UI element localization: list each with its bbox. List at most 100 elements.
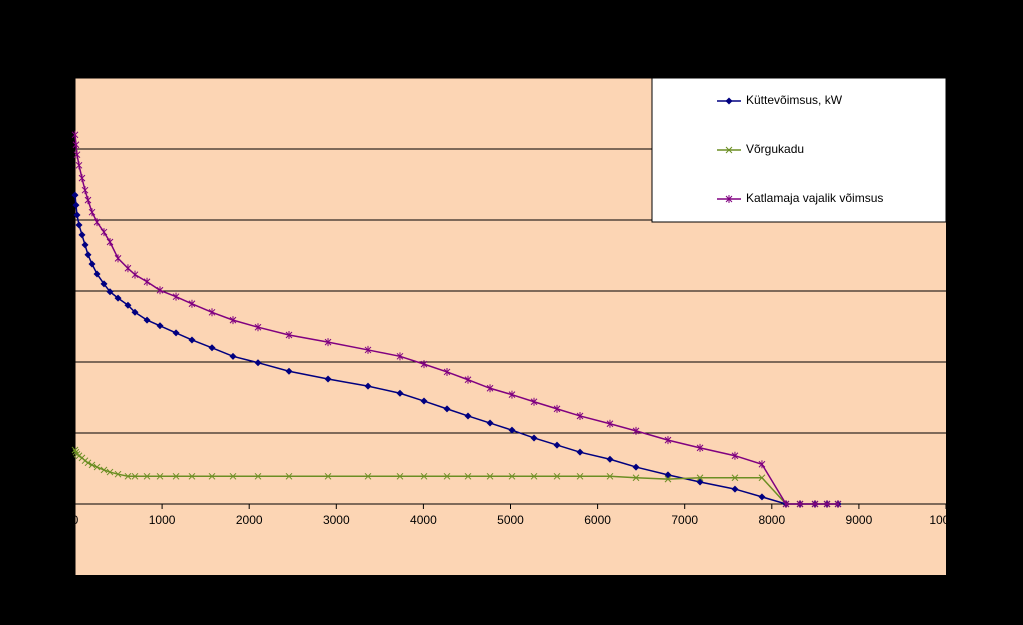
marker xyxy=(114,470,122,478)
marker xyxy=(823,500,831,508)
marker xyxy=(93,463,101,471)
marker xyxy=(131,308,139,316)
marker xyxy=(254,359,262,367)
x-tick-label: 1000 xyxy=(149,513,176,527)
marker xyxy=(124,301,132,309)
marker xyxy=(75,452,83,460)
marker xyxy=(208,308,216,317)
x-tick-label: 10000 xyxy=(929,513,963,527)
marker xyxy=(188,336,196,344)
marker xyxy=(508,426,516,434)
marker xyxy=(81,457,89,465)
marker xyxy=(75,161,83,170)
marker xyxy=(443,472,451,480)
legend-label: Võrgukadu xyxy=(746,142,804,156)
marker xyxy=(124,472,132,480)
marker xyxy=(229,472,237,480)
marker xyxy=(486,384,494,393)
marker xyxy=(71,191,79,199)
x-tick-label: 3000 xyxy=(323,513,350,527)
marker xyxy=(731,474,739,482)
marker xyxy=(73,211,81,219)
marker xyxy=(254,472,262,480)
x-tick-label: 7000 xyxy=(671,513,698,527)
marker xyxy=(553,472,561,480)
marker xyxy=(229,316,237,325)
legend-label: Katlamaja vajalik võimsus xyxy=(746,191,883,205)
marker xyxy=(324,338,332,347)
marker xyxy=(84,196,92,205)
marker xyxy=(420,472,428,480)
marker xyxy=(396,352,404,361)
y-tick-label: 5 xyxy=(62,141,69,155)
y-tick-label: 1 xyxy=(62,425,69,439)
series xyxy=(71,130,842,508)
marker xyxy=(143,277,151,286)
marker xyxy=(114,254,122,263)
marker xyxy=(696,443,704,452)
marker xyxy=(188,472,196,480)
marker xyxy=(530,434,538,442)
marker xyxy=(93,270,101,278)
marker xyxy=(71,130,79,139)
marker xyxy=(664,436,672,445)
marker xyxy=(106,288,114,296)
x-tick-label: 8000 xyxy=(758,513,785,527)
marker xyxy=(324,472,332,480)
x-tick-label: 9000 xyxy=(846,513,873,527)
marker xyxy=(131,270,139,279)
legend-marker xyxy=(725,97,733,105)
marker xyxy=(114,294,122,302)
marker xyxy=(464,472,472,480)
marker xyxy=(172,329,180,337)
marker xyxy=(78,174,86,183)
marker xyxy=(696,474,704,482)
y-tick-label: 6 xyxy=(62,70,69,84)
marker xyxy=(758,460,766,469)
marker xyxy=(464,375,472,384)
marker xyxy=(208,472,216,480)
marker xyxy=(324,375,332,383)
marker xyxy=(396,472,404,480)
marker xyxy=(553,404,561,413)
marker xyxy=(420,360,428,369)
x-tick-label: 4000 xyxy=(410,513,437,527)
marker xyxy=(420,397,428,405)
marker xyxy=(172,292,180,301)
marker xyxy=(606,472,614,480)
marker xyxy=(106,468,114,476)
marker xyxy=(143,316,151,324)
marker xyxy=(84,459,92,467)
marker xyxy=(664,475,672,483)
marker xyxy=(156,322,164,330)
marker xyxy=(81,241,89,249)
marker xyxy=(364,472,372,480)
marker xyxy=(143,472,151,480)
marker xyxy=(285,472,293,480)
series-line xyxy=(74,134,838,505)
marker xyxy=(811,500,819,508)
x-tick-label: 2000 xyxy=(236,513,263,527)
marker xyxy=(664,471,672,479)
marker xyxy=(364,345,372,354)
legend xyxy=(651,77,947,223)
marker xyxy=(731,485,739,493)
marker xyxy=(443,367,451,376)
marker xyxy=(124,264,132,273)
y-tick-label: 0 xyxy=(62,496,69,510)
legend-marker xyxy=(725,195,733,203)
marker xyxy=(285,367,293,375)
marker xyxy=(71,446,79,454)
marker xyxy=(758,493,766,501)
marker xyxy=(508,472,516,480)
marker xyxy=(100,466,108,474)
marker xyxy=(486,419,494,427)
marker xyxy=(606,419,614,428)
marker xyxy=(188,299,196,308)
marker xyxy=(254,323,262,332)
legend-label: Küttevõimsus, kW xyxy=(746,93,843,107)
y-tick-label: 4 xyxy=(62,212,69,226)
marker xyxy=(530,397,538,406)
marker xyxy=(72,201,80,209)
